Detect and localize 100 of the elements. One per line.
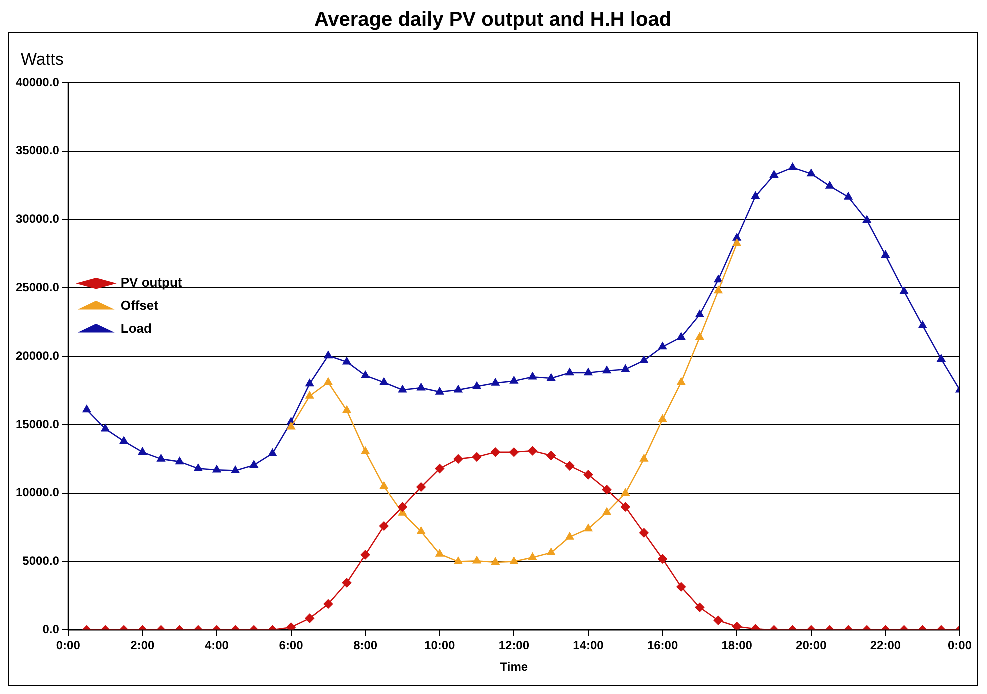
point — [658, 554, 668, 564]
point — [157, 454, 166, 462]
point — [714, 275, 723, 283]
point — [82, 405, 92, 413]
point — [640, 528, 649, 538]
point — [287, 422, 296, 430]
point — [714, 286, 723, 294]
point — [714, 616, 724, 626]
point — [566, 368, 574, 376]
point — [380, 522, 389, 531]
x-tick-label: 0:00 — [948, 638, 972, 653]
point — [361, 371, 370, 378]
point — [566, 532, 574, 540]
point — [491, 558, 500, 566]
point — [602, 508, 612, 516]
point — [454, 385, 463, 393]
point — [732, 239, 742, 246]
x-tick-label: 4:00 — [204, 638, 230, 653]
point — [844, 192, 853, 200]
point — [268, 449, 277, 456]
x-tick-label: 12:00 — [498, 638, 530, 653]
point — [882, 250, 890, 258]
x-tick-label: 0:00 — [56, 638, 81, 653]
chart-title: Average daily PV output and H.H load — [313, 8, 673, 32]
point — [472, 382, 482, 390]
point — [510, 448, 519, 458]
point — [510, 376, 518, 384]
point — [620, 502, 630, 512]
point — [360, 550, 370, 560]
point — [732, 622, 742, 630]
point — [380, 378, 388, 386]
point — [417, 383, 426, 391]
point — [436, 550, 444, 557]
y-tick-label: 25000.0 — [16, 280, 60, 295]
point — [937, 354, 946, 362]
point — [658, 342, 667, 350]
y-tick-label: 30000.0 — [16, 212, 60, 226]
point — [695, 602, 705, 612]
point — [602, 366, 612, 374]
x-tick-label: 10:00 — [424, 638, 456, 653]
point — [491, 378, 500, 386]
point — [584, 368, 593, 376]
point — [472, 556, 482, 564]
point — [324, 600, 334, 609]
point — [417, 527, 426, 534]
point — [622, 488, 630, 496]
point — [528, 553, 537, 560]
point — [490, 448, 500, 458]
x-tick-label: 22:00 — [870, 638, 902, 653]
point — [602, 485, 612, 495]
point — [398, 385, 407, 393]
x-tick-label: 8:00 — [354, 638, 378, 653]
point — [528, 372, 537, 380]
point — [176, 457, 184, 465]
point — [900, 286, 908, 294]
point — [640, 356, 648, 364]
point — [212, 465, 222, 473]
y-tick-label: 20000.0 — [16, 348, 60, 363]
x-tick-label: 20:00 — [796, 638, 828, 653]
point — [752, 192, 760, 200]
point — [398, 502, 408, 512]
point — [416, 482, 426, 492]
point — [677, 332, 686, 340]
point — [770, 170, 778, 178]
point — [807, 169, 816, 177]
point — [454, 454, 464, 464]
point — [250, 460, 258, 468]
x-tick-label: 6:00 — [279, 638, 304, 653]
point — [826, 182, 834, 189]
point — [732, 234, 742, 241]
point — [640, 454, 648, 462]
y-axis-title: Watts — [21, 50, 64, 70]
point — [305, 614, 315, 624]
point — [676, 582, 686, 592]
x-tick-label: 14:00 — [573, 638, 604, 653]
point — [658, 414, 667, 422]
y-tick-label: 35000.0 — [16, 144, 60, 158]
point — [547, 548, 556, 556]
x-tick-label: 16:00 — [647, 638, 678, 653]
point — [324, 378, 333, 386]
x-tick-label: 2:00 — [130, 638, 156, 653]
y-tick-label: 0.0 — [42, 622, 60, 637]
legend-label: Load — [120, 321, 152, 336]
point — [863, 216, 872, 224]
y-tick-label: 10000.0 — [16, 486, 60, 500]
point — [584, 524, 593, 532]
point — [918, 321, 927, 328]
point — [361, 447, 370, 454]
y-tick-label: 40000.0 — [16, 75, 60, 90]
point — [677, 378, 686, 386]
point — [231, 466, 240, 474]
point — [436, 388, 444, 395]
legend-label: Offset — [120, 298, 160, 314]
point — [286, 622, 296, 630]
point — [120, 436, 128, 444]
point — [342, 357, 352, 365]
x-tick-label: 18:00 — [722, 638, 753, 653]
point — [324, 351, 333, 359]
point — [696, 332, 704, 340]
point — [546, 451, 556, 460]
